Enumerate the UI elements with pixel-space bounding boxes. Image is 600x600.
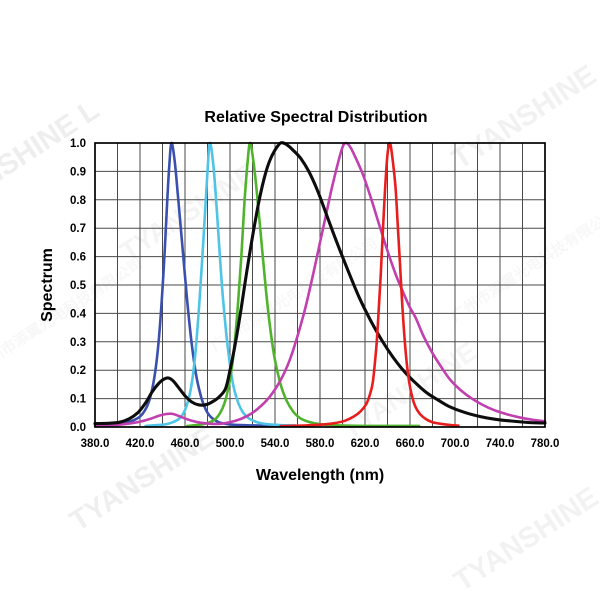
x-axis-label: Wavelength (nm) [256, 467, 384, 484]
chart-title: Relative Spectral Distribution [204, 109, 427, 126]
x-tick-label: 660.0 [396, 438, 425, 450]
watermark-text: TYANSHINE [446, 59, 600, 176]
y-tick-label: 0.5 [70, 280, 87, 292]
x-tick-label: 580.0 [306, 438, 335, 450]
y-tick-label: 0.8 [70, 195, 87, 207]
y-tick-label: 0.3 [70, 337, 86, 349]
y-tick-label: 0.9 [70, 166, 86, 178]
y-tick-label: 0.1 [70, 394, 87, 406]
y-tick-label: 0.6 [70, 252, 86, 264]
watermark-text: ANSHINE L [0, 94, 105, 206]
watermark-text: TYANSHINE [115, 158, 260, 267]
x-tick-label: 420.0 [126, 438, 155, 450]
watermark-text: TYANSHINE [448, 481, 600, 598]
watermark-text: 广州市添翼光电科技有限公司 [207, 234, 380, 355]
x-tick-label: 780.0 [531, 438, 560, 450]
y-tick-label: 0.0 [70, 422, 86, 434]
series-curve-cyan-led [144, 141, 306, 428]
x-tick-label: 620.0 [351, 438, 380, 450]
watermark-text: 广州市添翼光电科技有限公司 [447, 204, 600, 325]
y-tick-label: 1.0 [70, 138, 86, 150]
series-curve-white-led [93, 141, 547, 426]
y-tick-label: 0.7 [70, 223, 86, 235]
x-tick-label: 500.0 [216, 438, 245, 450]
series-curve-blue-led [93, 141, 297, 427]
x-tick-label: 540.0 [261, 438, 290, 450]
x-tick-label: 460.0 [171, 438, 200, 450]
x-tick-label: 700.0 [441, 438, 470, 450]
y-tick-label: 0.2 [70, 365, 86, 377]
y-axis-label: Spectrum [39, 248, 56, 322]
plot-frame [94, 142, 546, 428]
series-curve-magenta-led [93, 141, 547, 428]
tick-label-layer: 380.0 420.0 460.0 500.0 540.0 580.0 620.0 660.0… [70, 138, 559, 450]
y-tick-label: 0.4 [70, 308, 87, 320]
axis-frame-layer [94, 142, 546, 428]
series-curve-green-led [186, 141, 421, 428]
x-tick-label: 740.0 [486, 438, 515, 450]
x-tick-label: 380.0 [81, 438, 110, 450]
